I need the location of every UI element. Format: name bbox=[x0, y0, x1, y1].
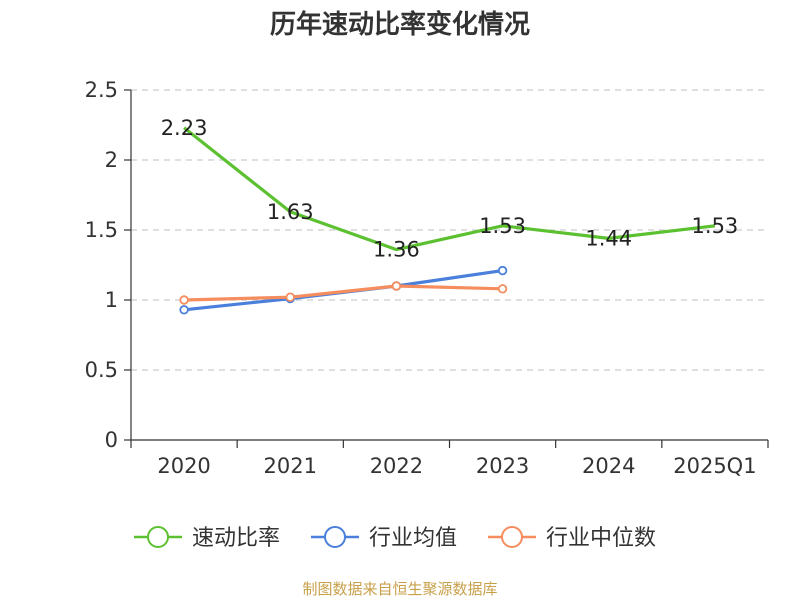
legend-label: 速动比率 bbox=[192, 526, 280, 551]
y-tick-label: 1.5 bbox=[85, 218, 118, 242]
data-label: 1.36 bbox=[373, 238, 420, 262]
y-tick-label: 1 bbox=[105, 288, 118, 312]
data-label: 1.53 bbox=[479, 214, 526, 238]
data-point bbox=[497, 284, 508, 294]
data-label: 2.23 bbox=[161, 116, 208, 140]
series-line bbox=[183, 126, 716, 252]
data-point bbox=[391, 281, 402, 291]
chart-title: 历年速动比率变化情况 bbox=[269, 10, 530, 40]
data-point bbox=[179, 305, 189, 315]
data-point bbox=[285, 292, 295, 302]
data-label: 1.53 bbox=[692, 214, 739, 238]
x-tick-label: 2023 bbox=[476, 454, 529, 478]
data-point bbox=[497, 265, 508, 276]
data-source-note: 制图数据来自恒生聚源数据库 bbox=[302, 580, 498, 598]
data-label: 1.44 bbox=[585, 226, 632, 250]
y-tick-label: 0 bbox=[105, 428, 118, 452]
y-tick-label: 2.5 bbox=[85, 78, 118, 102]
legend-marker bbox=[324, 526, 346, 548]
y-tick-label: 0.5 bbox=[85, 358, 118, 382]
legend: 速动比率 行业均值 行业中位数 bbox=[134, 526, 656, 551]
x-tick-label: 2024 bbox=[582, 454, 635, 478]
y-tick-label: 2 bbox=[105, 148, 118, 172]
legend-marker bbox=[147, 526, 169, 548]
x-tick-label: 2020 bbox=[157, 454, 210, 478]
series-line bbox=[184, 284, 503, 302]
x-tick-label: 2022 bbox=[370, 454, 423, 478]
legend-marker bbox=[501, 526, 523, 548]
grid-lines bbox=[131, 89, 768, 371]
legend-label: 行业均值 bbox=[369, 526, 457, 551]
data-label: 1.63 bbox=[267, 200, 314, 224]
x-tick-label: 2025Q1 bbox=[673, 454, 756, 478]
axes: 0 0.5 1 1.5 2 2.5 2020 2021 2022 2023 2024 2025Q1 bbox=[85, 78, 769, 478]
x-tick-label: 2021 bbox=[264, 454, 317, 478]
legend-label: 行业中位数 bbox=[546, 526, 656, 551]
series-lines bbox=[179, 126, 716, 315]
data-labels: 2.23 1.63 1.36 1.53 1.44 1.53 bbox=[161, 116, 739, 262]
data-point bbox=[179, 295, 189, 305]
